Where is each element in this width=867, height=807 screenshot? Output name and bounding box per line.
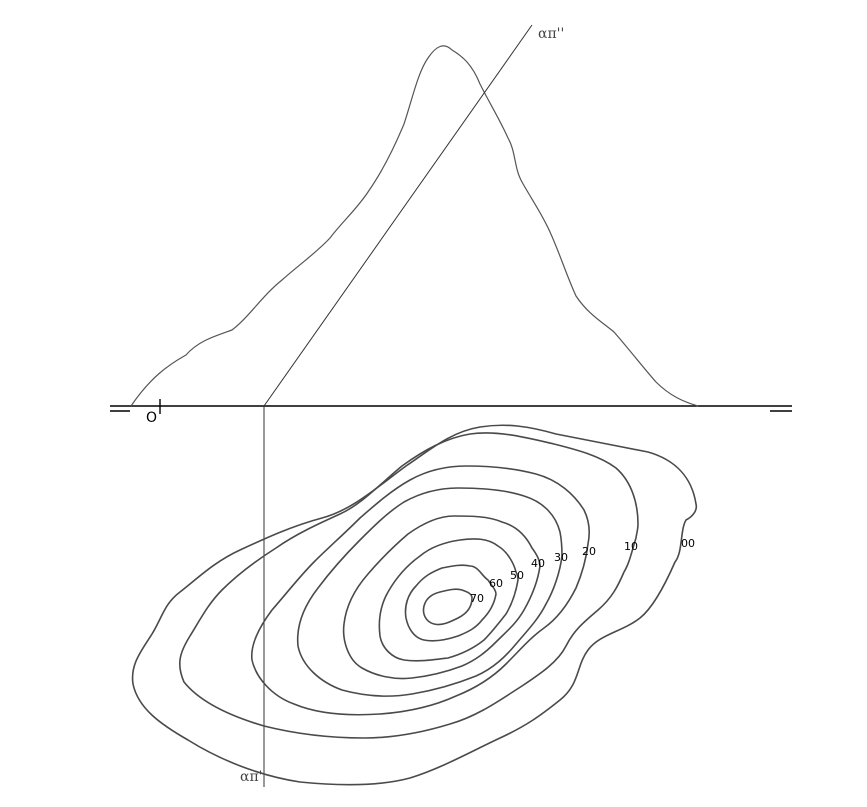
contour-line-60: [404, 564, 497, 642]
contour-label-60: 60: [489, 577, 503, 590]
horizontal-trace-label: απ': [240, 769, 263, 785]
contour-line-70: [422, 588, 473, 626]
contour-lines: [131, 424, 698, 786]
contour-label-40: 40: [531, 557, 545, 570]
vertical-trace-label: απ'': [538, 26, 564, 42]
contour-line-30: [296, 487, 563, 697]
contour-line-10: [178, 432, 639, 739]
vertical-trace-line: [263, 24, 533, 407]
contour-label-70: 70: [470, 592, 484, 605]
ground-line: [110, 405, 792, 412]
contour-labels: 00 10 20 30 40 50 60 70: [470, 537, 695, 605]
contour-label-20: 20: [582, 545, 596, 558]
contour-label-50: 50: [510, 569, 524, 582]
contour-label-30: 30: [554, 551, 568, 564]
contour-line-40: [342, 515, 541, 680]
contour-line-20: [250, 465, 590, 716]
origin-label: O: [146, 410, 157, 426]
contour-line-00: [131, 424, 698, 786]
mountain-profile: [130, 45, 699, 407]
contour-line-50: [378, 538, 519, 662]
contour-label-10: 10: [624, 540, 638, 553]
contour-label-00: 00: [681, 537, 695, 550]
